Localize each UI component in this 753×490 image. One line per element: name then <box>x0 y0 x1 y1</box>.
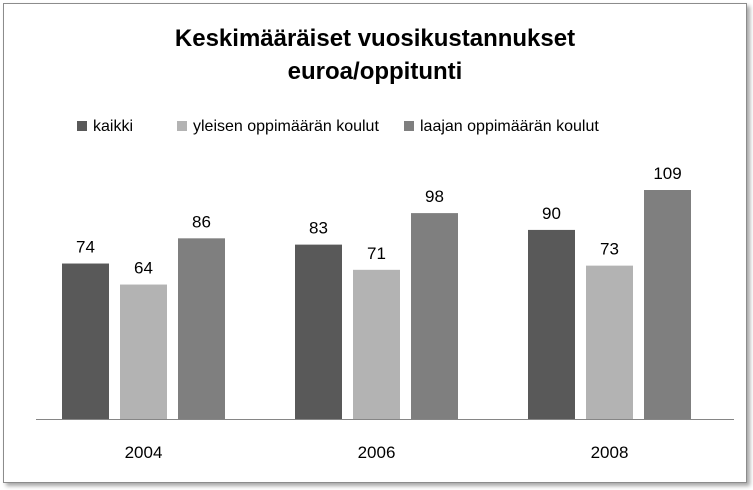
chart-frame: Keskimääräiset vuosikustannukset euroa/o… <box>3 3 747 483</box>
data-label-2004-3: 86 <box>192 212 211 231</box>
bar-2004-1 <box>62 263 109 419</box>
x-tick-label-2006: 2006 <box>358 443 396 462</box>
legend-label-1: kaikki <box>93 118 133 135</box>
bar-2006-3 <box>411 213 458 419</box>
data-label-2004-2: 64 <box>134 259 153 278</box>
bar-chart: kaikki yleisen oppimäärän koulut laajan op… <box>36 118 734 462</box>
bar-2004-2 <box>120 284 167 419</box>
bar-2006-2 <box>353 269 400 419</box>
legend-swatch-2 <box>177 121 187 131</box>
data-label-2006-1: 83 <box>309 219 328 238</box>
bar-2008-1 <box>528 229 575 419</box>
chart-title-line-2: euroa/oppitunti <box>287 58 463 85</box>
bar-2008-3 <box>644 190 691 419</box>
data-label-2006-2: 71 <box>367 244 386 263</box>
legend-label-3: laajan oppimäärän koulut <box>420 118 599 135</box>
x-tick-label-2004: 2004 <box>125 443 163 462</box>
data-label-2008-2: 73 <box>600 240 619 259</box>
chart-title-line-1: Keskimääräiset vuosikustannukset <box>174 25 576 52</box>
legend-swatch-1 <box>77 121 87 131</box>
data-label-2004-1: 74 <box>76 238 95 257</box>
legend-swatch-3 <box>404 121 414 131</box>
data-label-2006-3: 98 <box>425 187 444 206</box>
data-label-2008-1: 90 <box>542 204 561 223</box>
chart-title: Keskimääräiset vuosikustannukset euroa/o… <box>4 22 746 88</box>
data-label-2008-3: 109 <box>653 164 681 183</box>
legend-label-2: yleisen oppimäärän koulut <box>193 118 379 135</box>
x-tick-label-2008: 2008 <box>591 443 629 462</box>
bar-2008-2 <box>586 265 633 419</box>
bar-2006-1 <box>295 244 342 419</box>
bar-2004-3 <box>178 238 225 419</box>
